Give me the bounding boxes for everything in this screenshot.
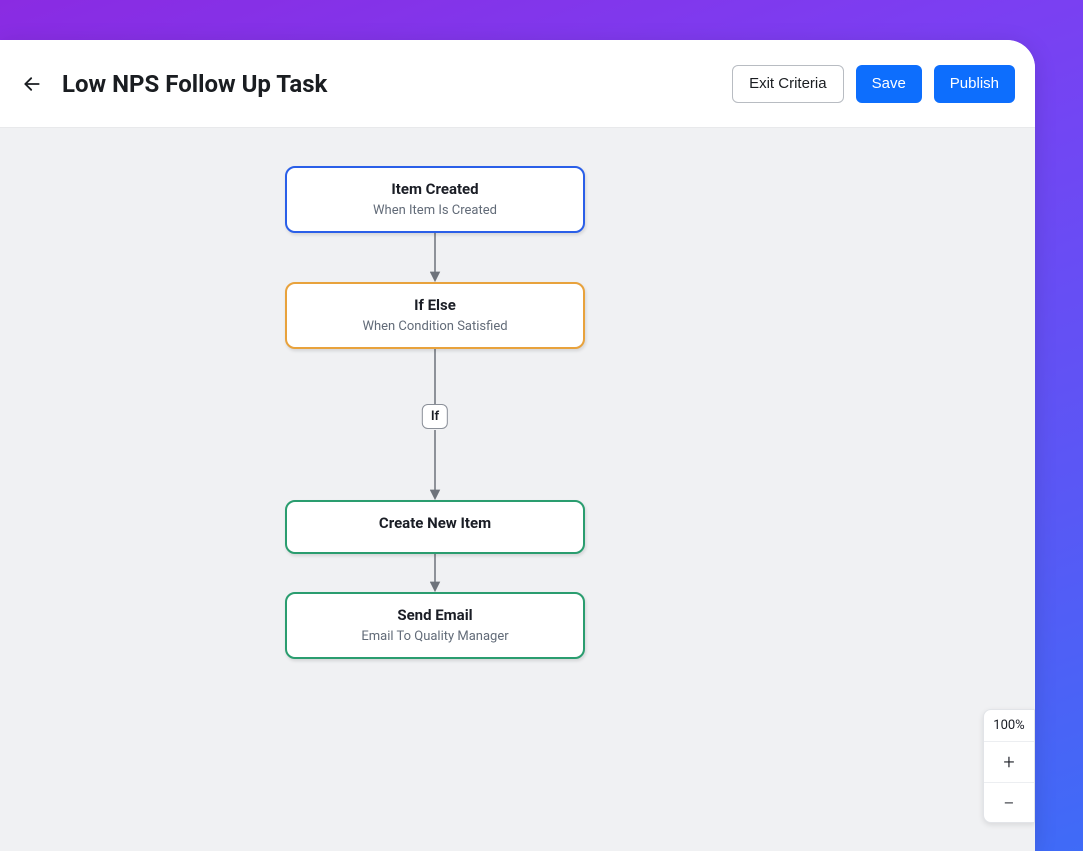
app-window: Low NPS Follow Up Task Exit Criteria Sav… [0, 40, 1035, 851]
flow-node-n0[interactable]: Item Created When Item Is Created [285, 166, 585, 233]
zoom-in-button[interactable]: + [984, 742, 1034, 782]
exit-criteria-button[interactable]: Exit Criteria [732, 65, 844, 103]
flow-node-subtitle: When Condition Satisfied [299, 319, 571, 336]
save-button[interactable]: Save [856, 65, 922, 103]
flow-node-title: Item Created [299, 180, 571, 200]
workflow-canvas[interactable]: 100% + − Item Created When Item Is Create… [0, 128, 1035, 851]
zoom-level-label: 100% [984, 710, 1034, 742]
topbar: Low NPS Follow Up Task Exit Criteria Sav… [0, 40, 1035, 128]
flow-node-subtitle: When Item Is Created [299, 203, 571, 220]
gradient-background: Low NPS Follow Up Task Exit Criteria Sav… [0, 0, 1083, 851]
flow-node-subtitle: Email To Quality Manager [299, 629, 571, 646]
edges-layer [0, 128, 1035, 851]
zoom-panel: 100% + − [983, 709, 1035, 823]
flow-node-n2[interactable]: Create New Item [285, 500, 585, 554]
page-title: Low NPS Follow Up Task [62, 70, 720, 98]
condition-chip[interactable]: If [422, 404, 448, 429]
back-arrow-icon[interactable] [20, 72, 44, 96]
flow-node-title: If Else [299, 296, 571, 316]
zoom-out-button[interactable]: − [984, 782, 1034, 822]
flow-node-n3[interactable]: Send Email Email To Quality Manager [285, 592, 585, 659]
flow-node-title: Send Email [299, 606, 571, 626]
publish-button[interactable]: Publish [934, 65, 1015, 103]
flow-node-title: Create New Item [299, 514, 571, 534]
flow-node-n1[interactable]: If Else When Condition Satisfied [285, 282, 585, 349]
